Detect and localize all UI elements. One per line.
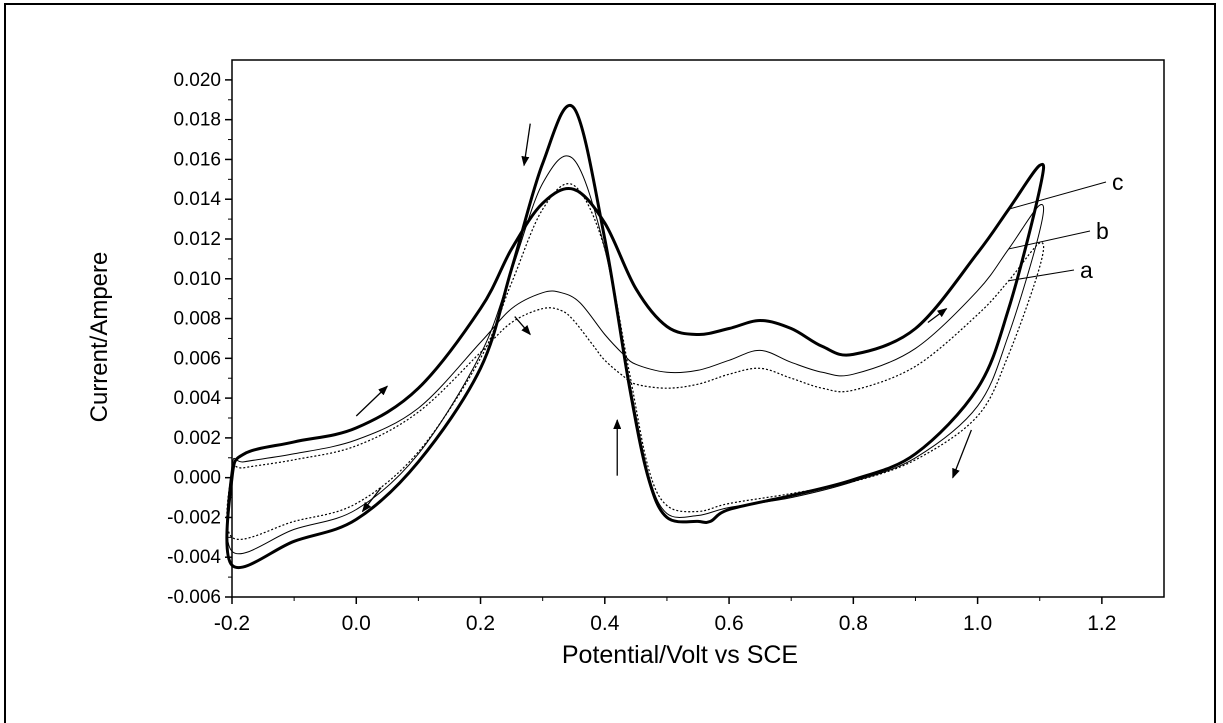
direction-arrow	[356, 386, 387, 416]
y-tick-label: 0.018	[173, 110, 221, 131]
y-tick-label: 0.012	[173, 229, 221, 250]
series-line-a	[227, 184, 1044, 540]
x-tick-label: 0.6	[714, 612, 743, 635]
y-tick-label: 0.014	[173, 189, 221, 210]
x-axis-title: Potential/Volt vs SCE	[562, 641, 798, 669]
annotations: abc	[356, 124, 1123, 512]
y-tick-label: 0.006	[173, 348, 221, 369]
y-tick-label: 0.016	[173, 149, 221, 170]
y-tick-label: 0.008	[173, 309, 221, 330]
y-tick-label: 0.000	[173, 468, 221, 489]
x-tick-label: 0.8	[839, 612, 868, 635]
direction-arrow	[524, 124, 530, 166]
y-tick-label: 0.002	[173, 428, 221, 449]
x-tick-label: 0.2	[466, 612, 495, 635]
x-tick-label: 1.2	[1087, 612, 1116, 635]
direction-arrow	[515, 317, 531, 335]
x-tick-label: 0.0	[342, 612, 371, 635]
curve-label-b: b	[1096, 218, 1109, 244]
x-tick-label: 1.0	[963, 612, 992, 635]
series-line-c	[227, 105, 1044, 567]
direction-arrow	[953, 430, 972, 478]
label-leader-line	[1009, 231, 1090, 249]
curve-label-a: a	[1080, 257, 1093, 283]
y-tick-label: -0.006	[167, 587, 221, 608]
series-line-b	[227, 156, 1044, 554]
x-tick-label: 0.4	[590, 612, 620, 635]
y-tick-label: 0.020	[173, 70, 221, 91]
y-tick-label: 0.010	[173, 269, 221, 290]
plot-area-border	[232, 60, 1164, 597]
curve-label-c: c	[1112, 169, 1124, 195]
y-tick-label: -0.002	[167, 507, 221, 528]
x-tick-label: -0.2	[214, 612, 250, 635]
y-tick-label: -0.004	[167, 547, 221, 568]
curves	[227, 105, 1044, 567]
y-axis-title: Current/Ampere	[86, 252, 113, 423]
y-tick-label: 0.004	[173, 388, 221, 409]
axes: -0.006 -0.004 -0.002 0.000 0.002 0.004 0.006 0.…	[167, 60, 1164, 635]
